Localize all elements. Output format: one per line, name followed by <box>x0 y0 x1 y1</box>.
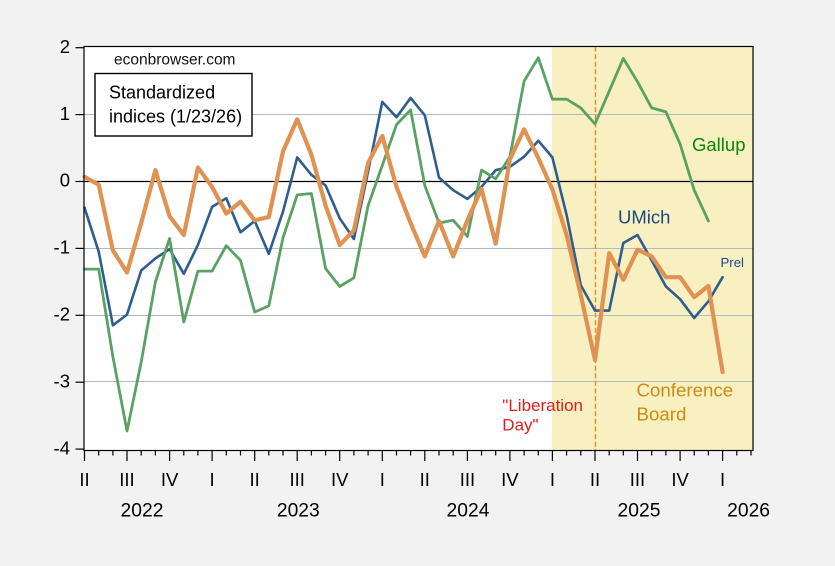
svg-text:III: III <box>460 469 475 490</box>
svg-text:0: 0 <box>60 170 70 191</box>
svg-text:IV: IV <box>161 469 179 490</box>
svg-text:II: II <box>79 469 89 490</box>
svg-text:II: II <box>590 469 600 490</box>
svg-text:-2: -2 <box>54 304 70 325</box>
svg-text:II: II <box>250 469 260 490</box>
svg-text:I: I <box>210 469 215 490</box>
svg-text:Day": Day" <box>502 416 538 435</box>
svg-text:I: I <box>550 469 555 490</box>
svg-text:econbrowser.com: econbrowser.com <box>114 52 235 69</box>
svg-text:2025: 2025 <box>618 501 661 522</box>
svg-text:III: III <box>630 469 645 490</box>
svg-text:III: III <box>119 469 134 490</box>
svg-text:2026: 2026 <box>727 501 770 522</box>
svg-text:I: I <box>380 469 385 490</box>
svg-text:Prel: Prel <box>721 255 745 270</box>
svg-text:"Liberation: "Liberation <box>502 396 583 415</box>
svg-text:2024: 2024 <box>447 501 490 522</box>
svg-text:UMich: UMich <box>618 206 670 227</box>
svg-text:-3: -3 <box>54 370 70 391</box>
svg-text:indices (1/23/26): indices (1/23/26) <box>109 107 242 127</box>
svg-text:2023: 2023 <box>277 501 320 522</box>
svg-text:-1: -1 <box>54 237 70 258</box>
svg-text:I: I <box>720 469 725 490</box>
svg-text:2022: 2022 <box>121 501 164 522</box>
svg-text:III: III <box>289 469 304 490</box>
svg-text:Standardized: Standardized <box>109 83 215 103</box>
svg-text:Conference: Conference <box>637 380 734 401</box>
svg-text:IV: IV <box>671 469 689 490</box>
svg-text:-4: -4 <box>54 437 70 458</box>
svg-text:IV: IV <box>501 469 519 490</box>
svg-text:1: 1 <box>60 103 70 124</box>
svg-text:2: 2 <box>60 36 70 57</box>
svg-text:II: II <box>420 469 430 490</box>
svg-text:IV: IV <box>331 469 349 490</box>
svg-text:Gallup: Gallup <box>692 134 745 155</box>
svg-text:Board: Board <box>637 403 687 424</box>
